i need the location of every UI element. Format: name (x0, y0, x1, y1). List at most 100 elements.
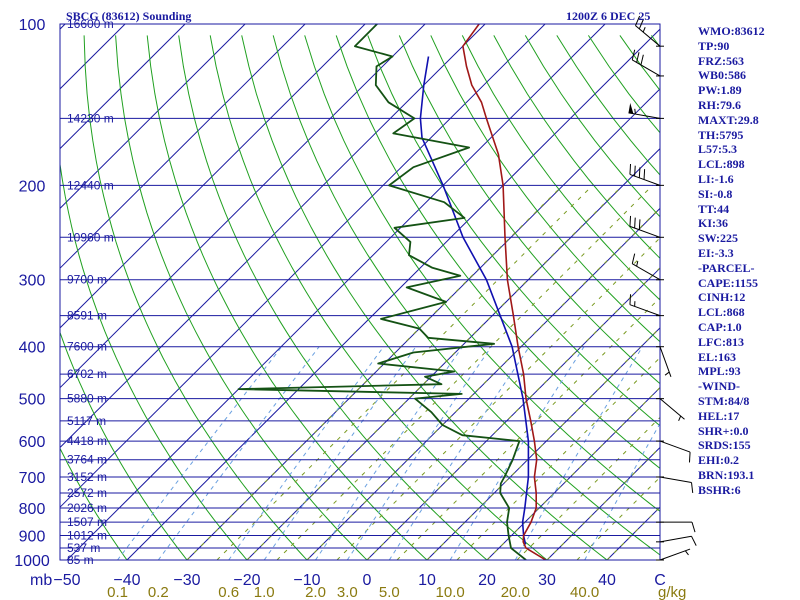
height-label: 537 m (67, 541, 100, 555)
valid-time: 1200Z 6 DEC 25 (566, 9, 651, 23)
pressure-unit-label: mb (30, 572, 52, 589)
index-value: LFC:813 (698, 334, 744, 349)
pressure-tick-label: 700 (19, 470, 46, 487)
height-label: 4418 m (67, 434, 107, 448)
plot-border (59, 23, 661, 561)
index-value: FRZ:563 (698, 53, 744, 68)
pressure-tick-label: 900 (19, 528, 46, 545)
index-value: KI:36 (698, 216, 728, 231)
height-label: 14230 m (67, 111, 114, 125)
pressure-tick-label: 200 (19, 178, 46, 195)
wind-barb (631, 49, 664, 77)
dry-adiabat-line (59, 164, 248, 561)
index-value: TH:5795 (698, 127, 744, 142)
temperature-tick-label: −50 (53, 572, 80, 589)
moist-adiabat-line (606, 506, 661, 561)
dewpoint-trace (237, 24, 527, 560)
isotherm-line (59, 23, 486, 448)
wind-barb (656, 535, 697, 546)
dry-adiabat-line (59, 448, 128, 561)
index-value: LCL:868 (698, 305, 745, 320)
isotherm-line (66, 23, 606, 561)
index-value: WB0:586 (698, 68, 746, 83)
isotherm-line (366, 267, 661, 561)
wind-barb (656, 346, 672, 377)
wind-barb (635, 15, 664, 47)
moist-adiabat-line (186, 185, 563, 561)
index-value: LI:-1.6 (698, 171, 734, 186)
dry-adiabat-line (304, 35, 661, 512)
moist-adiabat-line (216, 185, 593, 561)
mixing-ratio-unit-label: g/kg (658, 584, 686, 600)
mixing-ratio-tick-label: 0.2 (148, 584, 169, 600)
height-label: 2026 m (67, 501, 107, 515)
height-label: 7600 m (67, 340, 107, 354)
pressure-tick-label: 800 (19, 501, 46, 518)
height-label: 5117 m (67, 414, 106, 428)
moist-adiabat-line (426, 327, 661, 561)
dry-adiabat-line (398, 35, 661, 384)
wind-barb (629, 215, 664, 238)
temperature-unit-label: C (654, 572, 666, 589)
chart-grid (59, 23, 661, 561)
moist-adiabat-line (456, 357, 661, 561)
isotherm-line (59, 23, 366, 329)
pressure-tick-label: 500 (19, 392, 46, 409)
dry-adiabat-line (619, 35, 661, 91)
temperature-tick-label: −40 (113, 572, 140, 589)
sounding-curves (237, 24, 547, 560)
index-value: EI:-3.3 (698, 245, 734, 260)
index-value: TT:44 (698, 201, 730, 216)
mixing-ratio-tick-label: 0.6 (218, 584, 239, 600)
moist-adiabat-line (306, 207, 661, 561)
index-value: STM:84/8 (698, 393, 750, 408)
temperature-trace (462, 24, 547, 560)
temperature-tick-label: 40 (598, 572, 616, 589)
wind-barb (629, 163, 664, 186)
wind-barb (631, 253, 664, 281)
mixing-ratio-tick-label: 2.0 (305, 584, 326, 600)
index-value: -WIND- (698, 379, 740, 394)
wind-barb (656, 476, 694, 493)
index-value: CAPE:1155 (698, 275, 758, 290)
mixing-ratio-line (117, 346, 283, 561)
height-label: 16600 m (67, 17, 114, 31)
index-value: LCL:898 (698, 157, 745, 172)
index-value: SW:225 (698, 231, 739, 246)
wind-barb (656, 521, 696, 533)
temperature-tick-label: −30 (173, 572, 200, 589)
height-label: 1012 m (67, 528, 107, 542)
height-label: 1507 m (67, 515, 107, 529)
dry-adiabat-line (430, 35, 661, 343)
wind-barb (656, 548, 691, 561)
height-label: 9700 m (67, 273, 107, 287)
temperature-tick-label: 10 (418, 572, 436, 589)
temperature-tick-label: 20 (478, 572, 496, 589)
wind-barb (656, 440, 691, 463)
index-value: WMO:83612 (698, 24, 765, 38)
chart-title: SBCG (83612) Sounding (66, 9, 192, 23)
mixing-ratio-line (157, 346, 320, 561)
dry-adiabat-line (209, 35, 548, 561)
height-label: 12440 m (67, 178, 114, 192)
parcel-trace (419, 56, 530, 545)
dry-adiabat-line (461, 35, 661, 301)
dry-adiabat-line (241, 35, 608, 561)
mixing-ratio-tick-label: 1.0 (254, 584, 275, 600)
dry-adiabat-line (493, 35, 661, 259)
wind-barb (629, 294, 664, 317)
moist-adiabat-line (276, 185, 653, 561)
mixing-ratio-tick-label: 3.0 (337, 584, 358, 600)
index-value: EL:163 (698, 349, 737, 364)
height-label: 8591 m (67, 309, 107, 323)
mixing-ratio-line (584, 423, 661, 561)
moist-adiabat-line (246, 185, 623, 561)
moist-adiabat-line (546, 447, 661, 561)
dry-adiabat-line (335, 35, 661, 469)
mixing-ratio-tick-label: 5.0 (379, 584, 400, 600)
moist-adiabat-line (336, 237, 661, 561)
isotherm-line (59, 23, 426, 389)
height-label: 3764 m (67, 453, 107, 467)
isotherm-line (59, 23, 306, 269)
